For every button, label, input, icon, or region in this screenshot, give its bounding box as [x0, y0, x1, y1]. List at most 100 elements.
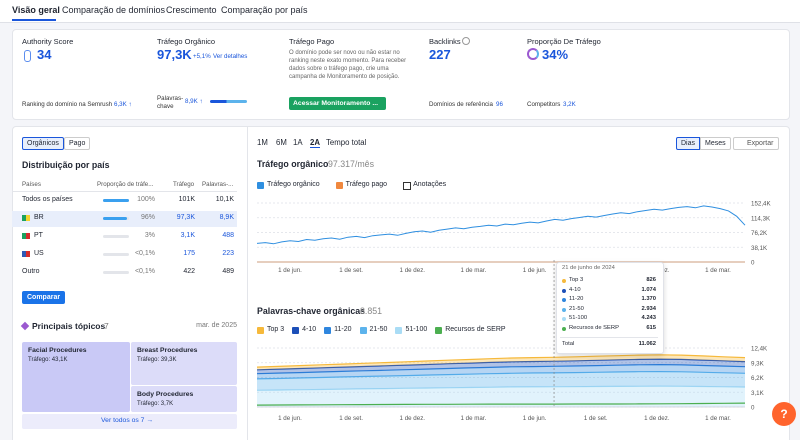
legend-label[interactable]: Tráfego orgânico — [267, 181, 320, 188]
card-footer-label: Domínios de referência — [429, 101, 493, 108]
share: 100% — [137, 196, 155, 203]
tab-bar — [0, 0, 800, 23]
share-track — [103, 271, 129, 274]
legend-swatch[interactable] — [292, 327, 300, 334]
tab-underline — [12, 19, 56, 21]
chart-subtitle: 8.851 — [360, 306, 383, 316]
series-line — [256, 363, 746, 375]
card-value: 97,3K — [157, 47, 192, 62]
toggle[interactable]: Dias — [676, 137, 701, 150]
tooltip-dot — [562, 326, 566, 331]
button[interactable]: Comparar — [22, 291, 66, 304]
x-tick-label: 1 de dez. — [644, 415, 670, 422]
tooltip-value: 1.074 — [641, 286, 656, 293]
treemap-cell[interactable] — [131, 386, 237, 412]
traffic: 3,1K — [180, 232, 195, 239]
area-band — [257, 364, 745, 379]
legend-label[interactable]: 4-10 — [302, 326, 317, 333]
legend-swatch[interactable] — [324, 327, 332, 334]
legend-label[interactable]: Tráfego pago — [345, 181, 388, 188]
link[interactable]: Ver detalhes — [213, 53, 248, 60]
x-tick-label: 1 de mar. — [461, 267, 487, 274]
card-footer-value[interactable]: 3,2K — [563, 101, 576, 108]
card-title: Proporção De Tráfego — [527, 37, 601, 46]
tooltip-label: 11-20 — [569, 296, 584, 302]
date: mar. de 2025 — [196, 322, 237, 329]
card-footer-value[interactable]: 96 — [496, 101, 503, 108]
country: Outro — [22, 268, 40, 275]
legend-swatch[interactable] — [335, 182, 343, 189]
tooltip-dot — [562, 288, 566, 293]
series-line — [256, 205, 746, 245]
tooltip-label: 4-10 — [569, 286, 581, 293]
help-button[interactable]: ? — [772, 402, 796, 426]
keywords: 488 — [222, 232, 234, 239]
x-tick-label: 1 de set. — [339, 267, 363, 274]
card-value: 34% — [542, 47, 569, 62]
button[interactable]: Exportar — [733, 137, 780, 150]
card-footer-value[interactable]: 8,9K ↑ — [185, 98, 203, 105]
tab[interactable]: Comparação por país — [221, 5, 308, 15]
chart-subtitle: 97.317/mês — [328, 159, 374, 169]
treemap-cell[interactable] — [131, 342, 237, 385]
share-track — [103, 235, 129, 238]
share: 96% — [140, 214, 155, 221]
toggle[interactable]: Pago — [64, 137, 91, 150]
x-tick-label: 1 de set. — [339, 415, 363, 422]
toggle[interactable]: Meses — [700, 137, 731, 150]
info-icon — [462, 37, 470, 45]
ring-icon — [527, 48, 539, 60]
x-tick-label: 1 de jun. — [523, 267, 547, 274]
card-footer-label: Competitors — [527, 101, 561, 108]
share: <0,1% — [134, 250, 155, 257]
count: 7 — [104, 321, 109, 331]
tab[interactable]: Comparação de domínios — [62, 5, 166, 15]
y-tick-label: 76,2K — [751, 230, 768, 237]
y-tick-label: 0 — [751, 260, 755, 267]
tab[interactable]: Visão geral — [12, 5, 60, 15]
legend-swatch[interactable] — [257, 182, 264, 189]
legend-label[interactable]: 51-100 — [405, 326, 428, 333]
legend-label[interactable]: 21-50 — [369, 326, 388, 333]
legend-label[interactable]: Anotações — [413, 181, 447, 188]
legend-swatch[interactable] — [435, 327, 443, 334]
y-tick-label: 3,1K — [751, 390, 765, 397]
topic-traffic: Tráfego: 43,1K — [28, 357, 68, 363]
tooltip-label: Top 3 — [569, 277, 584, 283]
country: Todos os países — [22, 196, 73, 203]
chart-title: Palavras-chave orgânicas — [257, 306, 366, 316]
legend-swatch[interactable] — [257, 327, 264, 334]
traffic: 97,3K — [176, 214, 195, 221]
treemap-cell[interactable] — [22, 342, 130, 412]
y-tick-label: 114,3K — [751, 215, 771, 222]
legend-label[interactable]: Top 3 — [267, 326, 285, 333]
legend-label[interactable]: Recursos de SERP — [445, 326, 506, 333]
table-header: Tráfego — [173, 181, 195, 188]
mini-bar — [210, 100, 247, 103]
x-tick-label: 1 de mar. — [461, 415, 487, 422]
country: US — [34, 250, 44, 257]
toggle[interactable]: Orgânicos — [22, 137, 64, 150]
link[interactable]: Ver todos os 7 → — [101, 417, 154, 424]
period[interactable]: 1A — [293, 138, 303, 147]
legend-swatch[interactable] — [359, 327, 367, 334]
legend-label[interactable]: 11-20 — [334, 326, 352, 333]
topic-name: Breast Procedures — [137, 347, 198, 354]
tab[interactable]: Crescimento — [166, 5, 217, 15]
period[interactable]: Tempo total — [326, 138, 367, 147]
tooltip-value: 4.243 — [641, 315, 656, 321]
button[interactable]: Acessar Monitoramento ... — [289, 97, 386, 110]
area-band — [257, 359, 745, 374]
y-tick-label: 152,4K — [751, 201, 771, 208]
legend-swatch[interactable] — [395, 327, 403, 334]
tooltip-value: 1.370 — [641, 296, 656, 302]
period[interactable]: 1M — [257, 138, 268, 147]
share-fill — [103, 199, 129, 202]
keywords: 10,1K — [215, 196, 234, 203]
period[interactable]: 6M — [276, 138, 287, 147]
period[interactable]: 2A — [310, 138, 320, 148]
card-title: Backlinks — [429, 37, 461, 46]
card-footer-value[interactable]: 6,3K ↑ — [114, 101, 132, 108]
series-line — [256, 354, 746, 368]
